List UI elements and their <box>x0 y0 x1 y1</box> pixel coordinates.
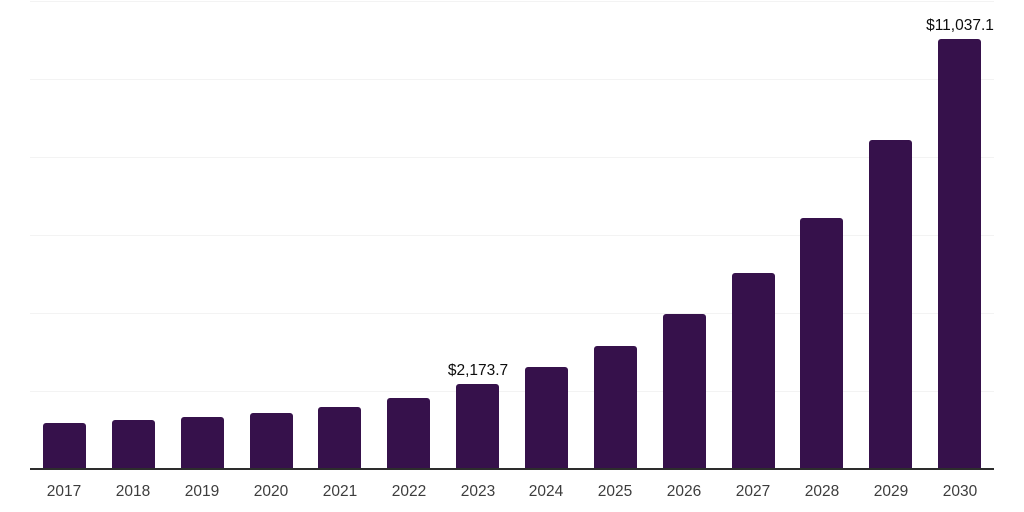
bar-2027 <box>732 273 775 469</box>
x-tick-label-2019: 2019 <box>184 483 220 500</box>
bar-2024 <box>525 367 568 469</box>
bar-2030 <box>938 39 981 469</box>
x-tick-label-2029: 2029 <box>873 483 909 500</box>
x-tick-label-2022: 2022 <box>391 483 427 500</box>
gridline-10000 <box>30 79 994 80</box>
bar-2018 <box>112 420 155 469</box>
gridline-6000 <box>30 235 994 236</box>
gridline-4000 <box>30 313 994 314</box>
bar-2023 <box>456 384 499 469</box>
x-tick-label-2025: 2025 <box>597 483 633 500</box>
x-tick-label-2024: 2024 <box>528 483 564 500</box>
x-tick-label-2027: 2027 <box>735 483 771 500</box>
x-tick-label-2023: 2023 <box>460 483 496 500</box>
bar-2026 <box>663 314 706 469</box>
bar-2029 <box>869 140 912 469</box>
gridline-12000 <box>30 1 994 2</box>
bar-2020 <box>250 413 293 469</box>
bar-2028 <box>800 218 843 469</box>
bar-2019 <box>181 417 224 469</box>
x-tick-label-2018: 2018 <box>115 483 151 500</box>
x-tick-label-2021: 2021 <box>322 483 358 500</box>
x-axis-line <box>30 468 994 470</box>
data-label-2023: $2,173.7 <box>447 362 509 379</box>
x-tick-label-2026: 2026 <box>666 483 702 500</box>
bar-2017 <box>43 423 86 469</box>
x-tick-label-2017: 2017 <box>46 483 82 500</box>
bar-2021 <box>318 407 361 469</box>
gridline-8000 <box>30 157 994 158</box>
x-tick-label-2020: 2020 <box>253 483 289 500</box>
bar-2022 <box>387 398 430 469</box>
x-tick-label-2028: 2028 <box>804 483 840 500</box>
gridline-2000 <box>30 391 994 392</box>
bar-2025 <box>594 346 637 469</box>
data-label-2030: $11,037.1 <box>926 17 994 34</box>
x-tick-label-2030: 2030 <box>942 483 978 500</box>
